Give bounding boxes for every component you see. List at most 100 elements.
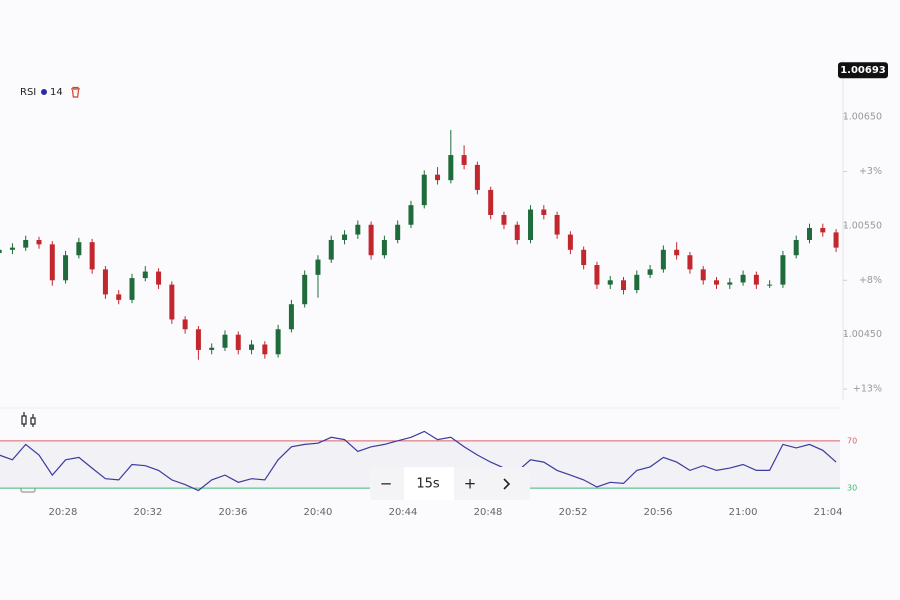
y-tick-label: 1.00550 [843, 220, 882, 231]
candle-body [461, 155, 467, 165]
x-tick-label: 20:32 [134, 507, 163, 518]
candle-body [275, 329, 281, 355]
candle-body [381, 240, 387, 256]
candle-body [753, 274, 759, 285]
candle-body [567, 234, 573, 250]
candle-body [740, 274, 746, 283]
y-tick-label: 1.00650 [843, 112, 882, 123]
x-tick-label: 20:44 [389, 507, 418, 518]
candle-body [395, 224, 401, 240]
delete-indicator[interactable] [71, 86, 80, 98]
candle-body [767, 284, 773, 286]
zoom-out[interactable]: − [380, 475, 393, 493]
y-tick-label: +3% [859, 166, 882, 177]
y-tick-label: 1.00450 [843, 329, 882, 340]
candle-body [249, 344, 255, 350]
candle-body [36, 240, 42, 245]
candle-body [528, 209, 534, 240]
candle-body [89, 242, 95, 270]
candles-tool[interactable] [21, 412, 36, 427]
y-tick-label: +13% [853, 384, 882, 395]
interval-bg [404, 467, 454, 500]
candle-body [448, 155, 454, 181]
x-tick-label: 20:36 [219, 507, 248, 518]
candle-body [63, 255, 69, 281]
candle-body [474, 164, 480, 190]
candle-body [621, 280, 627, 291]
candle-body [156, 271, 162, 285]
interval[interactable]: 15s [416, 477, 440, 492]
candle-body [687, 255, 693, 270]
plot: 1.00650 +3% 1.00550 +8% 1.00450 +13% 1.00693 20… [0, 60, 888, 518]
candle-body [9, 247, 15, 250]
candle-body [421, 174, 427, 206]
candle-body [302, 274, 308, 305]
rsi-level-label: 30 [847, 484, 857, 493]
x-tick-label: 20:52 [559, 507, 588, 518]
candle-body [142, 271, 148, 279]
candle-body [355, 224, 361, 235]
candle-body [222, 334, 228, 348]
icon [21, 415, 27, 425]
candle-body [727, 282, 733, 285]
candle-body [328, 240, 334, 260]
candle-body [195, 329, 201, 350]
candle-body [102, 269, 108, 295]
last-price-label: 1.00693 [840, 65, 886, 76]
candle-body [833, 232, 839, 248]
controls: − 15s + [370, 467, 530, 500]
x-tick-label: 20:56 [644, 507, 673, 518]
legend-dot [41, 89, 47, 95]
icon [30, 417, 36, 425]
scroll-right[interactable] [503, 478, 511, 490]
candle-body [700, 269, 706, 281]
candle-body [806, 228, 812, 240]
x-tick-label: 21:04 [814, 507, 843, 518]
candle-body [501, 214, 507, 225]
legend: RSI 14 [20, 86, 80, 98]
icon [23, 412, 34, 427]
candle-body [116, 294, 122, 300]
candle-body [368, 224, 374, 256]
x-tick-label: 20:28 [49, 507, 78, 518]
zoom-in[interactable]: + [464, 475, 477, 493]
candle-body [288, 304, 294, 330]
x-tick-label: 21:00 [729, 507, 758, 518]
candle-body [342, 234, 348, 240]
candle-body [541, 209, 547, 215]
x-tick-label: 20:48 [474, 507, 503, 518]
candle-body [488, 189, 494, 215]
last-price-tag [838, 62, 888, 79]
candle-body [169, 284, 175, 320]
candle-body [660, 249, 666, 270]
candle-body [780, 255, 786, 285]
candle-body [554, 214, 560, 235]
rsi-level-label: 70 [847, 436, 857, 445]
candle-body [49, 244, 55, 281]
candle-body [0, 249, 2, 254]
candle-body [607, 280, 613, 285]
trash-icon [71, 86, 80, 98]
candle-body [647, 269, 653, 275]
candle-body [435, 174, 441, 181]
legend-period: 14 [50, 87, 63, 98]
candle-body [129, 278, 135, 300]
candle-body [209, 347, 215, 350]
y-tick-label: +8% [859, 275, 882, 286]
legend-name: RSI [20, 87, 36, 98]
candle-body [594, 265, 600, 285]
rsi-line [0, 430, 837, 492]
candle-body [793, 240, 799, 256]
candle-body [23, 240, 29, 248]
candle-body [235, 334, 241, 350]
candle-body [581, 249, 587, 266]
x-tick-label: 20:40 [304, 507, 333, 518]
candle-body [182, 319, 188, 330]
candle-body [714, 280, 720, 285]
candle-body [262, 344, 268, 355]
candle-body [634, 274, 640, 291]
candle-body [820, 228, 826, 233]
candle-body [674, 249, 680, 256]
candle-body [514, 224, 520, 240]
